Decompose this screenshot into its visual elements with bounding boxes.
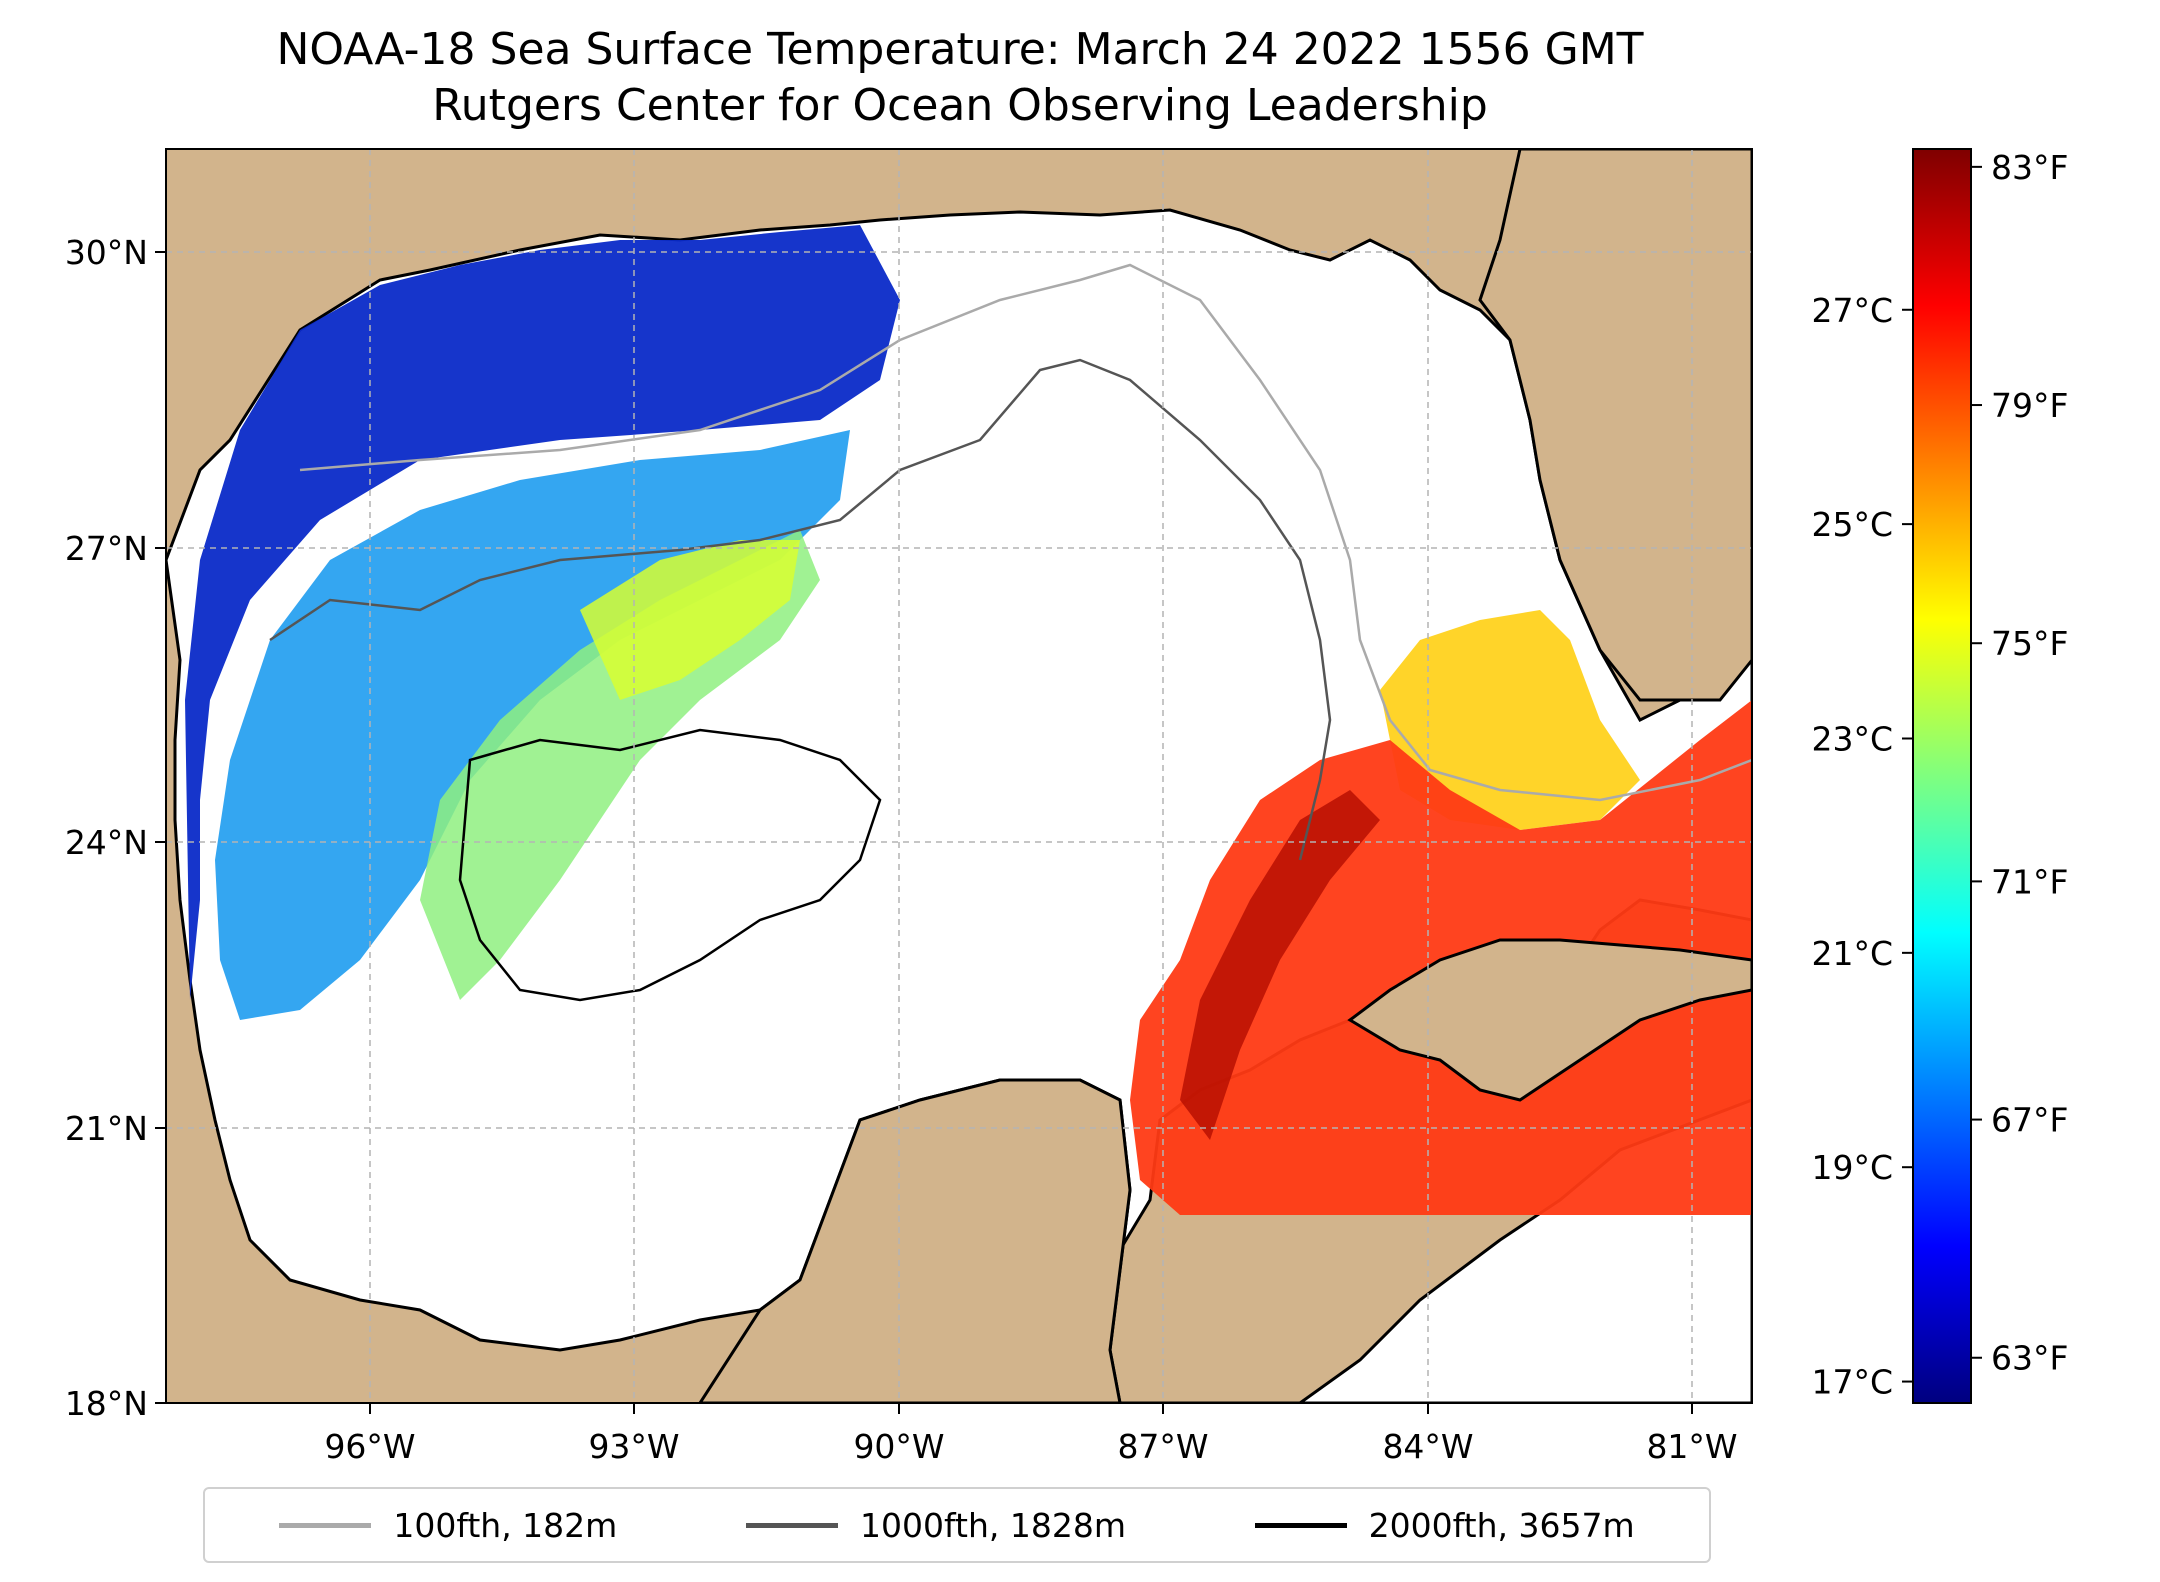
colorbar-fahrenheit-label: 63°F — [1991, 1339, 2068, 1378]
lon-tick-label: 93°W — [588, 1427, 679, 1466]
colorbar: 17°C 19°C 21°C 23°C 25°C 27°C 63°F 67°F 71°F 75°… — [1811, 148, 2068, 1404]
colorbar-bar — [1912, 148, 1972, 1404]
contour-100fth — [299, 263, 1752, 802]
colorbar-fahrenheit-label: 79°F — [1991, 386, 2068, 425]
gridlines — [166, 149, 1752, 1403]
lon-tick-label: 81°W — [1646, 1427, 1737, 1466]
legend-entry-100fth: 100fth, 182m — [279, 1506, 617, 1545]
title-line-1: NOAA-18 Sea Surface Temperature: March 2… — [276, 24, 1644, 75]
map-title: NOAA-18 Sea Surface Temperature: March 2… — [0, 22, 1920, 134]
lat-tick-label: 30°N — [65, 233, 148, 272]
legend-swatch-1000fth — [746, 1522, 838, 1528]
cuba-land — [1347, 938, 1752, 1102]
florida-land — [1478, 149, 1752, 702]
colorbar-celsius-label: 19°C — [1811, 1148, 1893, 1187]
contour-legend: 100fth, 182m 1000fth, 1828m 2000fth, 365… — [203, 1487, 1711, 1563]
map-area — [166, 149, 1752, 1403]
colorbar-celsius-label: 25°C — [1811, 505, 1893, 544]
sst-east-red — [1130, 700, 1752, 1215]
yucatan-land — [698, 1078, 1132, 1403]
lat-tick-label: 27°N — [65, 529, 148, 568]
sst-west-cold — [185, 225, 900, 1000]
legend-swatch-2000fth — [1254, 1522, 1347, 1528]
legend-entry-2000fth: 2000fth, 3657m — [1254, 1505, 1635, 1545]
lat-tick-label: 18°N — [65, 1384, 148, 1423]
lon-tick-label: 87°W — [1117, 1427, 1208, 1466]
colorbar-celsius-label: 17°C — [1811, 1363, 1893, 1402]
lat-tick-label: 24°N — [65, 823, 148, 862]
lat-axis: 30°N 27°N 24°N 21°N 18°N — [65, 233, 166, 1423]
lon-tick-label: 96°W — [324, 1427, 415, 1466]
colorbar-fahrenheit-ticks: 63°F 67°F 71°F 75°F 79°F 83°F — [1971, 148, 2068, 1378]
legend-entry-1000fth: 1000fth, 1828m — [746, 1506, 1126, 1545]
colorbar-fahrenheit-label: 67°F — [1991, 1101, 2068, 1140]
colorbar-celsius-label: 21°C — [1811, 934, 1893, 973]
legend-swatch-100fth — [279, 1522, 372, 1528]
lon-tick-label: 90°W — [853, 1427, 944, 1466]
colorbar-celsius-ticks: 17°C 19°C 21°C 23°C 25°C 27°C — [1811, 291, 1913, 1402]
sst-east-dark-red — [1180, 790, 1380, 1140]
lon-tick-label: 84°W — [1382, 1427, 1473, 1466]
sst-yellow-band — [580, 540, 800, 700]
title-line-2: Rutgers Center for Ocean Observing Leade… — [432, 80, 1488, 131]
colorbar-fahrenheit-label: 83°F — [1991, 148, 2068, 187]
colorbar-celsius-label: 27°C — [1811, 291, 1893, 330]
lon-axis: 96°W 93°W 90°W 87°W 84°W 81°W — [324, 1403, 1738, 1466]
colorbar-fahrenheit-label: 75°F — [1991, 624, 2068, 663]
legend-label-1000fth: 1000fth, 1828m — [860, 1505, 1126, 1545]
map-frame — [165, 148, 1753, 1404]
contour-1000fth — [269, 358, 1332, 861]
legend-label-2000fth: 2000fth, 3657m — [1368, 1505, 1635, 1545]
colorbar-celsius-label: 23°C — [1811, 719, 1893, 758]
colorbar-fahrenheit-label: 71°F — [1991, 862, 2068, 901]
legend-label-100fth: 100fth, 182m — [393, 1505, 618, 1545]
lat-tick-label: 21°N — [65, 1109, 148, 1148]
contour-2000fth — [458, 728, 882, 1002]
